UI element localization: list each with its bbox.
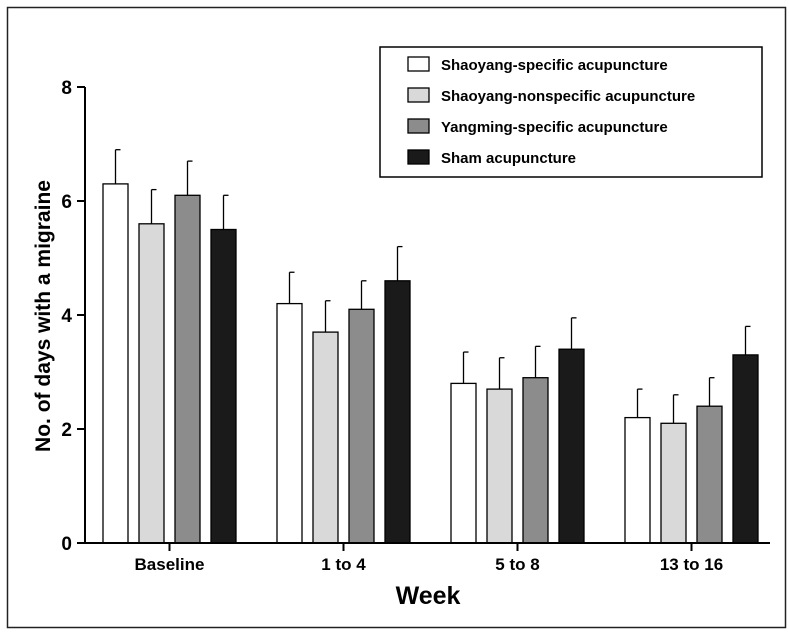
x-tick-label: Baseline bbox=[135, 555, 205, 574]
bar bbox=[276, 302, 303, 544]
legend-label: Shaoyang-specific acupuncture bbox=[441, 57, 668, 74]
y-tick-label: 2 bbox=[61, 420, 72, 441]
legend-box bbox=[379, 46, 763, 178]
x-tick-label: 1 to 4 bbox=[321, 555, 366, 574]
axes-layer: 0 2 4 6 8 Baseline 1 to 4 5 to 8 13 to 16 bbox=[61, 78, 770, 574]
legend-label: Sham acupuncture bbox=[441, 150, 576, 167]
bars-layer bbox=[102, 149, 759, 544]
legend-swatch bbox=[407, 149, 430, 165]
x-tick-label: 5 to 8 bbox=[495, 555, 539, 574]
bar bbox=[450, 382, 477, 544]
bar bbox=[558, 348, 585, 544]
x-axis-label: Week bbox=[396, 582, 461, 610]
bar bbox=[624, 416, 651, 544]
bar bbox=[348, 308, 375, 544]
bar bbox=[210, 228, 237, 544]
y-tick-label: 8 bbox=[61, 78, 72, 99]
bar bbox=[138, 223, 165, 544]
figure-border bbox=[6, 6, 787, 629]
legend-label: Shaoyang-nonspecific acupuncture bbox=[441, 88, 695, 105]
bar bbox=[102, 183, 129, 544]
bar bbox=[696, 405, 723, 544]
legend-label: Yangming-specific acupuncture bbox=[441, 119, 668, 136]
bar bbox=[174, 194, 201, 544]
bar bbox=[522, 377, 549, 544]
y-tick-label: 6 bbox=[61, 192, 72, 213]
bar bbox=[660, 422, 687, 544]
bar bbox=[384, 280, 411, 544]
legend-swatch bbox=[407, 87, 430, 103]
legend-swatch bbox=[407, 118, 430, 134]
y-tick-label: 4 bbox=[61, 306, 72, 327]
y-axis-label: No. of days with a migraine bbox=[32, 180, 55, 452]
bar bbox=[732, 354, 759, 544]
bar bbox=[486, 388, 513, 544]
bar bbox=[312, 331, 339, 544]
legend-swatch bbox=[407, 56, 430, 72]
legend: Shaoyang-specific acupuncture Shaoyang-no… bbox=[379, 46, 763, 178]
x-tick-label: 13 to 16 bbox=[660, 555, 723, 574]
y-tick-label: 0 bbox=[61, 534, 72, 555]
